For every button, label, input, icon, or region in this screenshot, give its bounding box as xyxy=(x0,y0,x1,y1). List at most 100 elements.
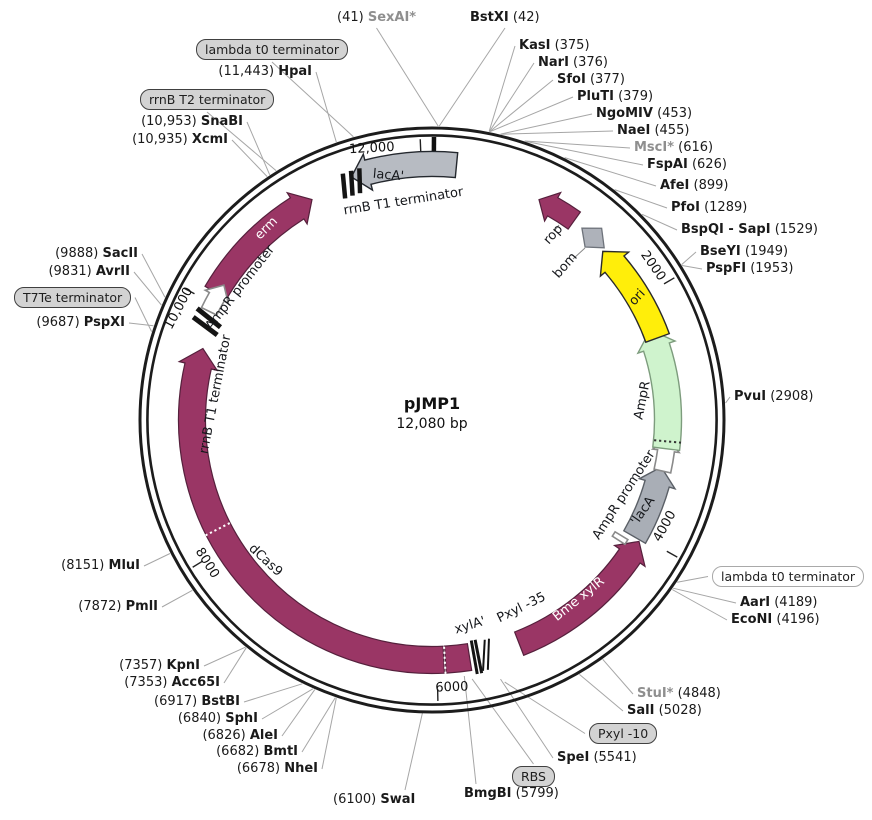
site-pos: (1953) xyxy=(750,261,794,276)
site-name: KpnI xyxy=(166,658,200,673)
leader-line xyxy=(134,297,153,332)
leader-line xyxy=(243,683,303,703)
site-pos: (7353) xyxy=(124,675,168,690)
site-pos: (9888) xyxy=(55,246,99,261)
site-BseYI: BseYI (1949) xyxy=(700,244,788,260)
site-pos: (4196) xyxy=(776,612,820,627)
site-NgoMIV: NgoMIV (453) xyxy=(596,106,692,122)
site-pos: (1949) xyxy=(744,244,789,259)
site-pos: (376) xyxy=(573,55,609,70)
site-pos: (10,953) xyxy=(141,114,197,129)
features xyxy=(177,150,683,675)
leader-line xyxy=(524,140,631,149)
site-name: BstXI xyxy=(470,10,509,25)
label-connector xyxy=(572,247,586,260)
site-name: PspXI xyxy=(83,315,125,330)
site-pos: (6840) xyxy=(177,711,222,726)
site-SalI: SalI (5028) xyxy=(627,703,702,719)
leader-line xyxy=(376,27,439,127)
lacA-right-arrow xyxy=(622,466,677,545)
site-name: AleI xyxy=(249,728,278,743)
site-NaeI: NaeI (455) xyxy=(617,123,689,139)
tick-mark xyxy=(192,560,204,568)
site-name: SalI xyxy=(627,703,655,718)
leader-line xyxy=(128,322,154,327)
site-BmtI: (6682) BmtI xyxy=(216,744,298,760)
site-AleI: (6826) AleI xyxy=(202,728,278,744)
site-name: AvrII xyxy=(95,264,130,279)
site-pos: (6678) xyxy=(236,761,281,776)
site-name: NaeI xyxy=(617,123,651,138)
leader-line xyxy=(681,251,697,265)
leader-line xyxy=(614,189,668,209)
site-pos: (5541) xyxy=(593,750,637,765)
pill-T7Te-terminator: T7Te terminator xyxy=(14,287,132,308)
site-PspFI: PspFI (1953) xyxy=(706,261,793,277)
leader-line xyxy=(725,396,731,404)
pill-rrnB-T2-terminator: rrnB T2 terminator xyxy=(140,89,275,110)
leader-line xyxy=(404,710,424,791)
terminator-bar xyxy=(357,168,363,194)
tick-mark xyxy=(666,550,678,558)
leader-line xyxy=(564,157,657,187)
dCas9-arrow xyxy=(177,347,446,675)
leader-line xyxy=(463,675,477,785)
site-name: BspQI - SapI xyxy=(681,222,771,237)
site-HpaI: (11,443) HpaI xyxy=(218,64,312,80)
leader-line xyxy=(301,697,336,753)
leader-line xyxy=(682,265,703,270)
site-pos: (899) xyxy=(693,178,729,193)
site-PmlI: (7872) PmlI xyxy=(78,599,158,615)
site-name: SacII xyxy=(102,246,138,261)
site-name: MluI xyxy=(108,558,140,573)
ampr-promoter-left-arrow xyxy=(200,284,230,317)
site-XcmI: (10,935) XcmI xyxy=(132,132,228,148)
site-name: PvuI xyxy=(734,389,767,404)
site-pos: (5799) xyxy=(515,786,559,801)
site-KpnI: (7357) KpnI xyxy=(119,658,200,674)
site-name: KasI xyxy=(519,38,551,53)
terminator-bar xyxy=(348,170,355,196)
pill-pxyl-10: Pxyl -10 xyxy=(589,723,658,744)
ring-outer xyxy=(138,126,726,714)
site-BstBI: (6917) BstBI xyxy=(154,694,240,710)
site-StuI: StuI* (4848) xyxy=(637,686,721,702)
site-name: PspFI xyxy=(706,261,747,276)
leader-line xyxy=(489,96,574,133)
terminator-bar xyxy=(191,315,219,337)
site-PvuI: PvuI (2908) xyxy=(734,389,813,405)
site-pos: (9687) xyxy=(36,315,80,330)
site-name: PfoI xyxy=(671,200,700,215)
site-name: AarI xyxy=(740,595,771,610)
site-name: SphI xyxy=(225,711,258,726)
ring-inner xyxy=(146,134,718,706)
leader-line xyxy=(438,27,506,127)
leader-line xyxy=(321,697,337,770)
site-name: BmgBI xyxy=(464,786,512,801)
site-name: XcmI xyxy=(191,132,228,147)
site-pos: (379) xyxy=(618,89,654,104)
site-name: HpaI xyxy=(278,64,312,79)
site-pos: (42) xyxy=(512,10,540,25)
site-pos: (6917) xyxy=(154,694,198,709)
site-name: NheI xyxy=(284,761,318,776)
site-AvrII: (9831) AvrII xyxy=(48,264,130,280)
feature-label-xylA: xylA' xyxy=(453,614,487,638)
site-name: Acc65I xyxy=(171,675,220,690)
leader-line xyxy=(641,213,678,231)
site-pos: (9831) xyxy=(48,264,92,279)
terminator-bar xyxy=(469,640,479,675)
site-pos: (453) xyxy=(657,106,693,121)
site-pos: (4848) xyxy=(677,686,721,701)
site-name: NgoMIV xyxy=(596,106,653,121)
site-pos: (5028) xyxy=(658,703,702,718)
leader-line xyxy=(231,139,268,177)
site-name: SwaI xyxy=(380,792,416,807)
site-MluI: (8151) MluI xyxy=(61,558,140,574)
leader-line xyxy=(677,576,709,583)
terminator-bar xyxy=(340,173,348,199)
site-pos: (6100) xyxy=(333,792,377,807)
site-pos: (2908) xyxy=(770,389,814,404)
leader-line xyxy=(133,271,162,306)
site-name: SexAI* xyxy=(367,10,417,25)
